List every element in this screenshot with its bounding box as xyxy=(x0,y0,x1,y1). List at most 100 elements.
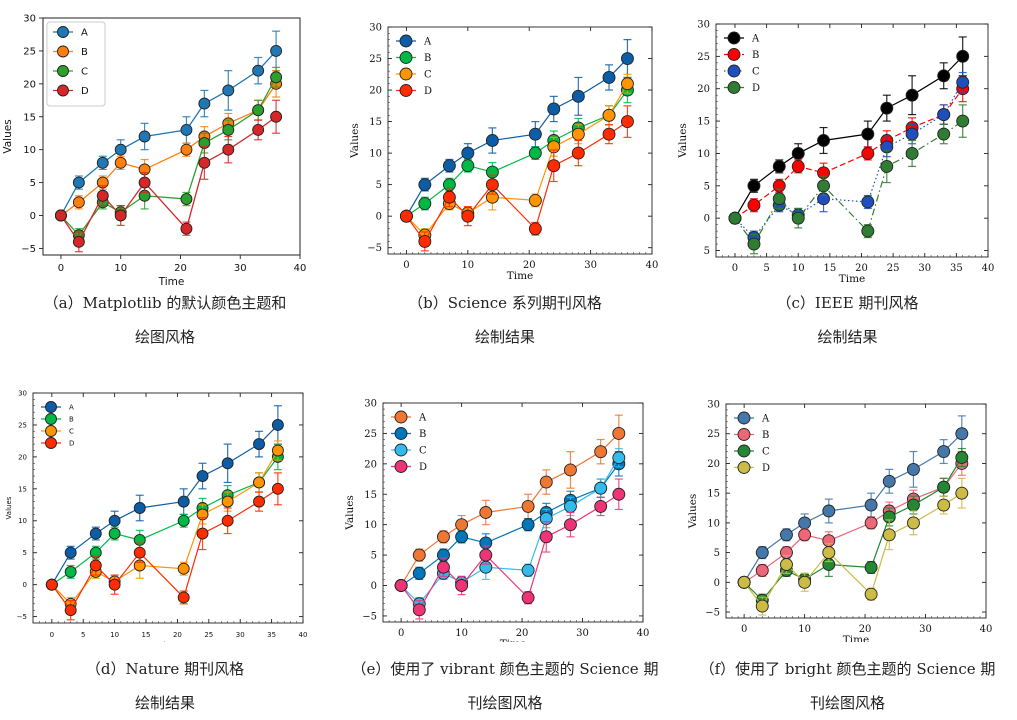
x-tick-label: 0 xyxy=(741,624,747,635)
legend-label-B: B xyxy=(752,50,759,61)
x-tick-label: 10 xyxy=(455,628,468,639)
data-point-D xyxy=(955,486,969,500)
x-tick-label: 20 xyxy=(516,628,529,639)
data-point-A xyxy=(882,474,896,488)
y-tick-label: 20 xyxy=(369,86,382,97)
data-point-D xyxy=(791,211,805,225)
x-tick-label: 35 xyxy=(267,631,276,639)
data-point-B xyxy=(177,514,190,527)
data-point-D xyxy=(861,224,875,238)
data-point-A xyxy=(861,127,875,141)
y-tick-label: −5 xyxy=(21,244,36,255)
data-point-D xyxy=(270,110,283,123)
caption-b-line: 绘制结果 xyxy=(474,328,535,346)
x-tick-label: 30 xyxy=(236,631,245,639)
x-tick-label: 5 xyxy=(763,263,769,274)
y-tick-label: 30 xyxy=(23,14,36,25)
y-tick-label: 10 xyxy=(697,149,710,160)
caption-a-line: （a）Matplotlib 的默认颜色主题和 xyxy=(43,294,287,312)
y-axis-label: Values xyxy=(349,123,361,159)
data-point-B xyxy=(747,198,761,212)
data-point-C xyxy=(222,123,235,136)
y-axis-label: Values xyxy=(687,494,699,530)
data-point-A xyxy=(612,426,626,440)
y-tick-label: −5 xyxy=(367,243,382,254)
data-point-D xyxy=(620,115,634,129)
data-point-D xyxy=(72,235,85,248)
data-point-A xyxy=(937,445,951,459)
data-point-A xyxy=(270,44,283,57)
y-tick-label: 15 xyxy=(697,117,710,128)
x-tick-label: 0 xyxy=(50,631,54,639)
x-tick-label: 15 xyxy=(142,631,151,639)
x-tick-label: 10 xyxy=(798,624,811,635)
x-tick-label: 10 xyxy=(461,260,474,271)
y-tick-label: 5 xyxy=(30,178,36,189)
x-tick-label: 5 xyxy=(81,631,85,639)
y-tick-label: 20 xyxy=(697,84,710,95)
legend-marker-B xyxy=(399,51,413,64)
data-point-D xyxy=(798,575,812,589)
y-axis-label: Values xyxy=(5,496,13,519)
x-axis-label: Time xyxy=(500,638,527,642)
y-tick-label: 0 xyxy=(704,214,710,225)
y-tick-label: 10 xyxy=(707,518,720,529)
series-line-C xyxy=(734,81,964,239)
series-line-A xyxy=(400,432,620,586)
x-tick-label: 20 xyxy=(855,263,868,274)
data-point-D xyxy=(905,146,919,160)
data-point-D xyxy=(45,578,58,591)
legend-label-B: B xyxy=(762,430,769,441)
x-tick-label: 10 xyxy=(792,263,805,274)
x-axis-label: Time xyxy=(843,634,870,642)
legend-label-A: A xyxy=(751,34,760,45)
legend-marker-D xyxy=(45,437,57,449)
legend-marker-C xyxy=(45,425,57,437)
data-point-A xyxy=(96,156,109,169)
data-point-D xyxy=(602,127,616,141)
data-point-D xyxy=(780,558,793,571)
series-line-A xyxy=(405,58,628,217)
y-tick-label: 20 xyxy=(364,459,377,470)
y-tick-label: 10 xyxy=(23,145,36,156)
legend-box xyxy=(46,21,106,107)
data-point-C xyxy=(602,108,616,122)
data-point-A xyxy=(455,518,469,532)
data-point-A xyxy=(221,457,234,470)
data-point-D xyxy=(956,114,970,128)
data-point-D xyxy=(571,146,585,160)
chart-c: 0 5 10 15 20 25 30 35 40 5 0 5 10 15 20 25 30 Time Values A… xyxy=(677,20,994,286)
data-point-B xyxy=(64,565,77,578)
data-point-C xyxy=(955,451,969,464)
data-point-D xyxy=(108,578,121,591)
data-point-A xyxy=(521,499,535,513)
axes-frame xyxy=(42,17,301,256)
series-line-B xyxy=(60,83,277,217)
data-point-A xyxy=(138,130,151,143)
legend-label-D: D xyxy=(762,463,770,474)
y-tick-label: 15 xyxy=(707,489,720,500)
data-point-A xyxy=(817,134,830,147)
data-point-B xyxy=(461,159,475,173)
x-tick-label: 30 xyxy=(919,624,932,635)
data-point-D xyxy=(864,587,878,601)
legend-label-B: B xyxy=(81,47,88,58)
data-point-B xyxy=(418,197,432,211)
data-point-A xyxy=(880,101,894,115)
legend-label-B: B xyxy=(69,416,74,424)
data-point-D xyxy=(198,156,211,169)
data-point-A xyxy=(594,445,608,459)
data-point-A xyxy=(253,438,265,451)
y-tick-label: −5 xyxy=(705,608,720,619)
data-point-B xyxy=(755,563,769,577)
data-point-A xyxy=(747,179,761,193)
data-point-D xyxy=(96,189,109,202)
legend-marker-C xyxy=(57,65,69,77)
data-point-C xyxy=(620,77,634,91)
caption-a-line: 绘图风格 xyxy=(134,328,195,346)
y-tick-label: 15 xyxy=(369,117,382,128)
data-point-D xyxy=(880,159,894,173)
